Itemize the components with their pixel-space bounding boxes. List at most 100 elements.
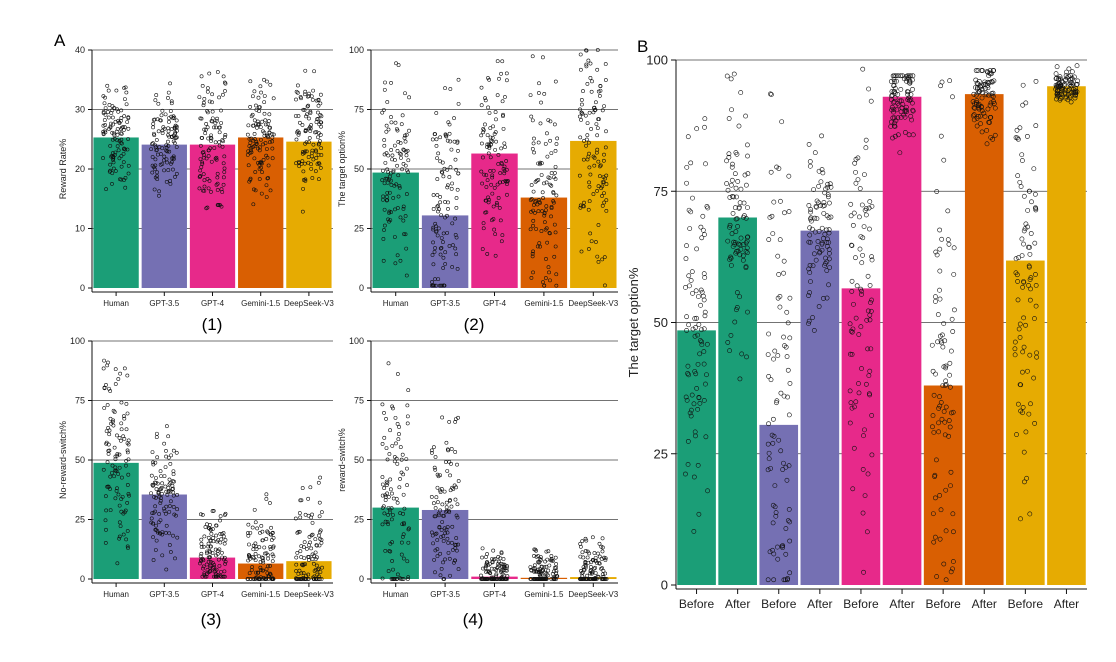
data-point — [1031, 375, 1037, 381]
data-point — [126, 163, 131, 168]
data-point — [584, 62, 589, 67]
data-point — [262, 130, 267, 135]
data-point — [544, 564, 549, 569]
data-point — [950, 566, 955, 572]
data-point — [488, 126, 493, 131]
data-point — [390, 559, 395, 563]
data-point — [739, 351, 745, 357]
data-point — [1019, 253, 1025, 259]
data-point — [249, 568, 254, 572]
data-point — [263, 122, 268, 127]
data-point — [254, 547, 259, 551]
data-point — [119, 421, 124, 426]
data-point — [806, 318, 812, 324]
data-point — [154, 538, 159, 543]
data-point — [270, 135, 275, 140]
data-point — [1053, 71, 1059, 77]
data-point — [986, 119, 992, 125]
data-point — [531, 141, 536, 146]
data-point — [687, 283, 692, 289]
data-point — [440, 283, 445, 288]
data-point — [456, 542, 460, 547]
data-point — [246, 149, 251, 154]
data-point — [311, 577, 316, 581]
data-point — [436, 151, 441, 156]
data-point — [726, 116, 732, 121]
data-point — [942, 419, 948, 425]
data-point — [432, 465, 437, 470]
data-point — [529, 196, 534, 201]
data-point — [122, 416, 127, 421]
data-point — [936, 429, 941, 435]
data-point — [807, 232, 813, 238]
data-point — [151, 117, 156, 122]
data-point — [1029, 199, 1034, 205]
data-point — [976, 103, 982, 109]
data-point — [453, 450, 458, 454]
data-point — [945, 208, 951, 214]
data-point — [985, 85, 991, 91]
data-point — [101, 156, 105, 160]
data-point — [107, 432, 112, 437]
data-point — [699, 327, 704, 333]
data-point — [439, 283, 443, 288]
data-point — [403, 133, 407, 138]
data-point — [407, 128, 411, 133]
data-point — [532, 150, 536, 155]
data-point — [554, 574, 559, 579]
data-point — [1013, 256, 1019, 262]
data-point — [124, 90, 129, 95]
data-point — [394, 441, 398, 446]
data-point — [735, 241, 741, 247]
data-point — [867, 282, 873, 288]
data-point — [578, 67, 583, 72]
data-point — [434, 495, 439, 500]
data-point — [1020, 410, 1025, 416]
data-point — [529, 183, 534, 187]
data-point — [391, 196, 396, 200]
data-point — [150, 450, 155, 454]
data-point — [765, 467, 771, 473]
data-point — [824, 259, 830, 265]
data-point — [319, 153, 324, 157]
data-point — [1015, 279, 1021, 284]
data-point — [902, 107, 908, 113]
data-point — [174, 171, 179, 176]
data-point — [585, 121, 590, 126]
data-point — [604, 198, 609, 203]
data-point — [1053, 86, 1059, 92]
data-point — [167, 134, 172, 139]
data-point — [318, 570, 323, 574]
data-point — [745, 142, 750, 148]
data-point — [156, 129, 161, 134]
data-point — [456, 77, 461, 82]
data-point — [257, 148, 262, 153]
data-point — [947, 424, 953, 430]
data-point — [701, 297, 707, 303]
data-point — [104, 527, 108, 532]
data-point — [215, 188, 220, 192]
data-point — [204, 551, 209, 556]
data-point — [584, 64, 589, 69]
data-point — [220, 144, 225, 149]
data-point — [861, 569, 866, 575]
data-point — [381, 258, 386, 263]
data-point — [387, 209, 392, 214]
data-point — [101, 467, 106, 472]
data-point — [210, 527, 215, 531]
data-point — [893, 73, 899, 79]
data-point — [592, 155, 597, 160]
data-point — [1014, 127, 1020, 133]
data-point — [265, 79, 269, 84]
data-point — [301, 169, 306, 174]
data-point — [451, 548, 455, 552]
x-tick-label: Before — [1008, 597, 1044, 611]
data-point — [483, 98, 488, 103]
data-point — [728, 76, 734, 82]
data-point — [549, 554, 554, 558]
data-point — [732, 319, 738, 325]
data-point — [117, 465, 122, 470]
data-point — [119, 164, 124, 169]
data-point — [732, 205, 738, 211]
data-point — [588, 231, 593, 236]
